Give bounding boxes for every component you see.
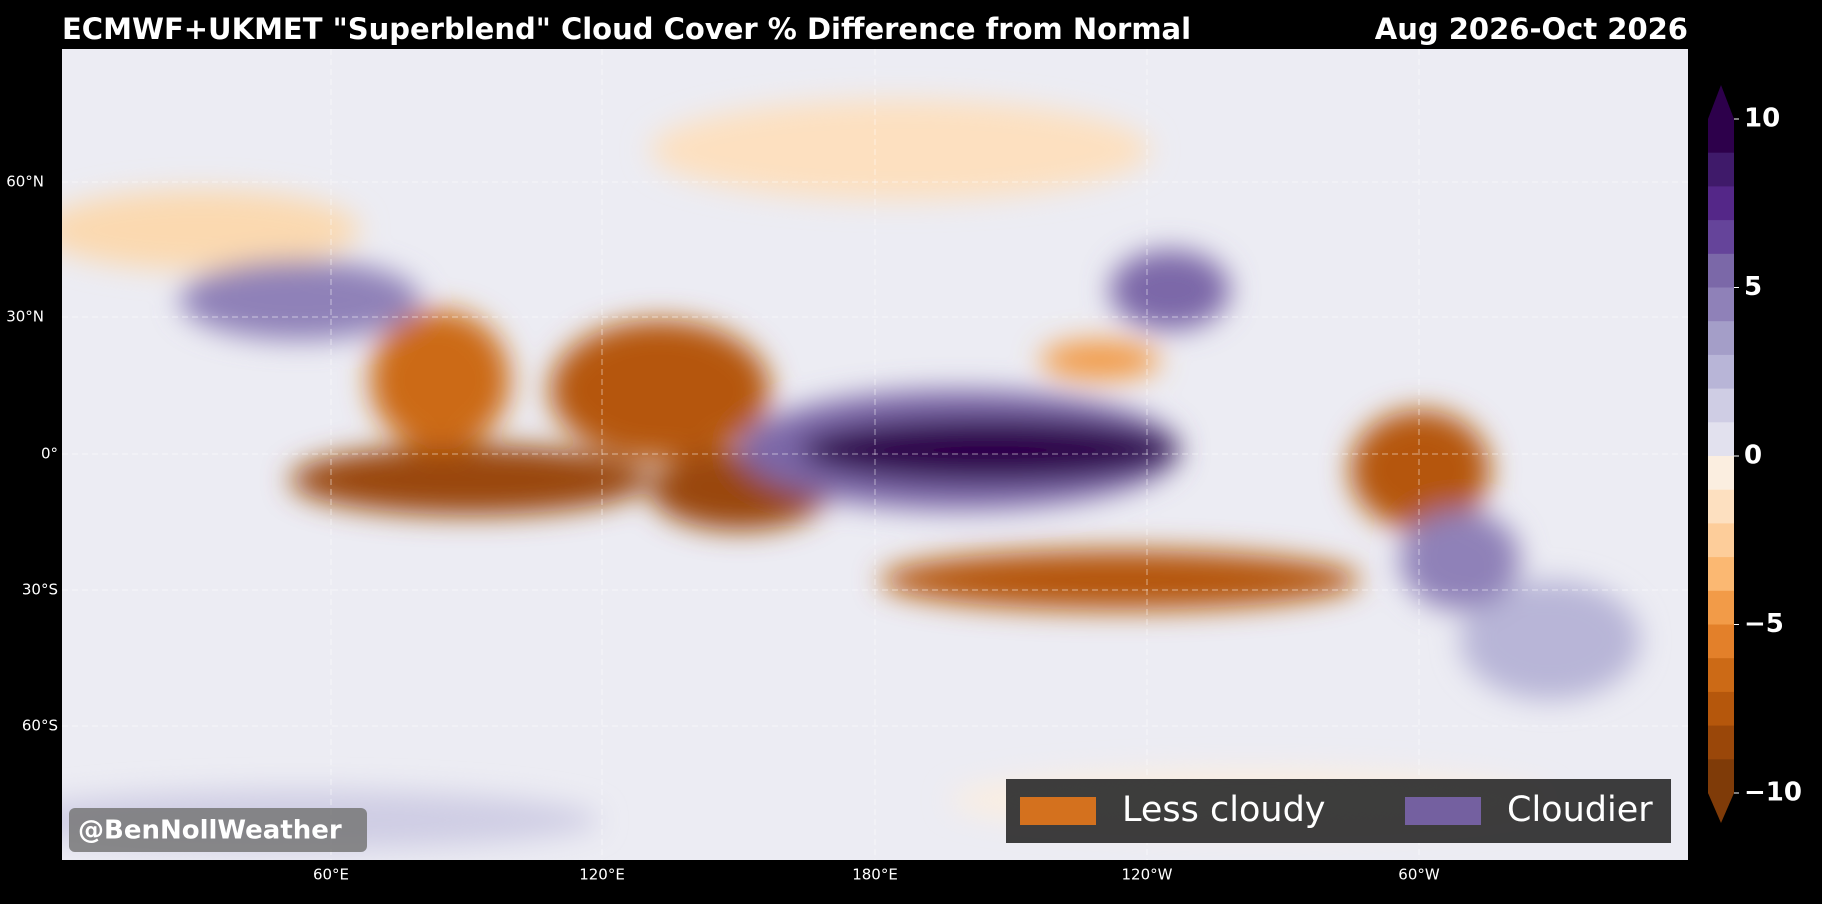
colorbar-tick-label: −5 [1744,609,1784,639]
colorbar-band [1708,590,1734,625]
watermark-box [69,808,367,852]
colorbar-band [1708,152,1734,187]
colorbar-band [1708,759,1734,794]
legend-label: Less cloudy [1122,790,1326,830]
colorbar-band [1708,456,1734,491]
legend-box [1006,779,1671,843]
colorbar-band [1708,658,1734,693]
lon-label: 120°E [579,866,625,884]
colorbar-band [1708,321,1734,356]
colorbar-band [1708,523,1734,558]
colorbar-tick-label: 5 [1744,272,1762,302]
lon-label: 60°W [1398,866,1440,884]
colorbar-band [1708,725,1734,760]
lat-label: 0° [41,445,58,463]
colorbar-band [1708,557,1734,592]
colorbar-band [1708,119,1734,154]
colorbar-tick-label: 10 [1744,104,1780,134]
colorbar-band [1708,388,1734,423]
legend-swatch [1020,797,1096,825]
colorbar-tick-label: −10 [1744,778,1802,808]
title: ECMWF+UKMET "Superblend" Cloud Cover % D… [62,12,1191,46]
lon-label: 120°W [1122,866,1173,884]
colorbar: 10 5 0 −5 −10 [1708,85,1802,823]
colorbar-band [1708,354,1734,390]
colorbar-band [1708,489,1734,524]
lat-label: 30°N [6,308,44,326]
colorbar-arrow [1708,85,1734,119]
lat-label: 60°N [6,173,44,191]
lon-label: 60°E [313,866,349,884]
colorbar-band [1708,422,1734,457]
colorbar-tick-label: 0 [1744,441,1762,471]
colorbar-band [1708,624,1734,659]
colorbar-band [1708,186,1734,221]
map [62,49,1688,860]
colorbar-band [1708,253,1734,288]
legend-swatch [1405,797,1481,825]
legend: Less cloudy Cloudier [1020,790,1653,830]
watermark: @BenNollWeather [78,816,342,846]
legend-label: Cloudier [1507,790,1653,830]
period: Aug 2026-Oct 2026 [1375,12,1688,46]
colorbar-band [1708,691,1734,727]
colorbar-band [1708,220,1734,255]
lat-label: 30°S [22,581,58,599]
lon-label: 180°E [852,866,898,884]
colorbar-band [1708,287,1734,322]
colorbar-arrow [1708,793,1734,823]
lat-label: 60°S [22,717,58,735]
